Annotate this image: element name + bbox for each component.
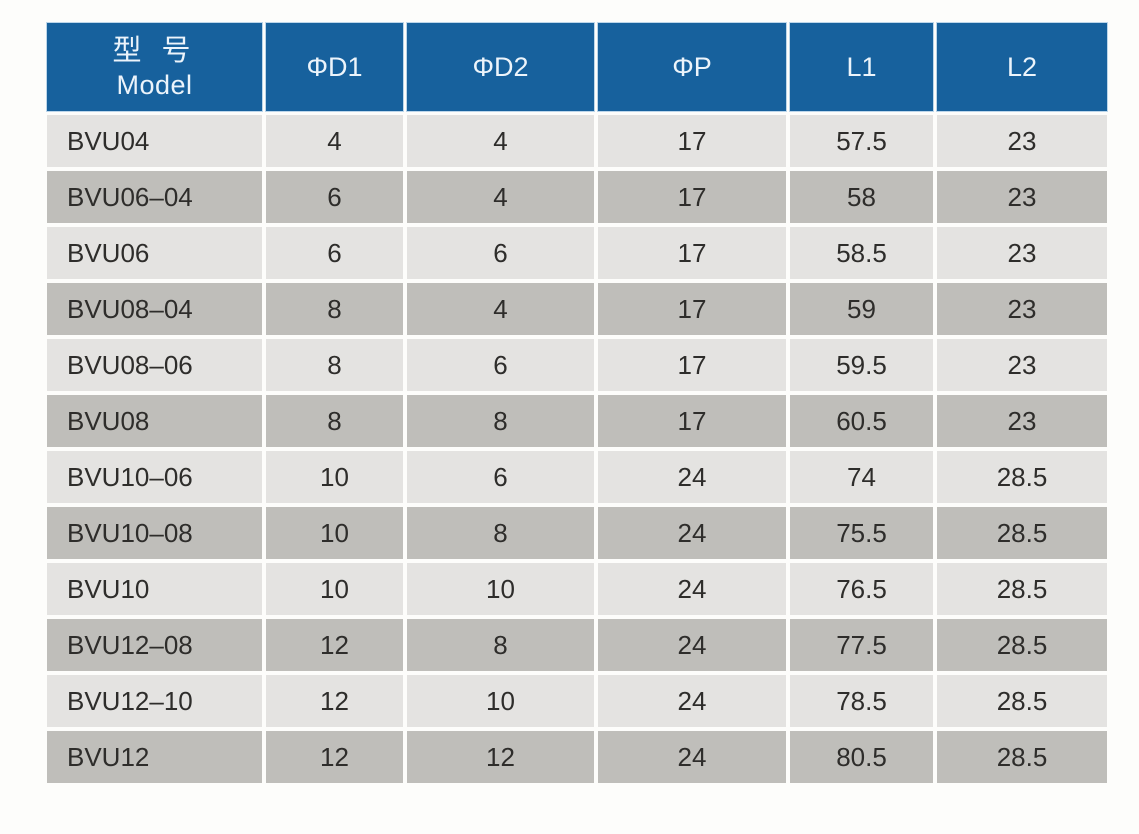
cell-d2: 6 (407, 227, 594, 279)
cell-p: 17 (598, 283, 786, 335)
table-row: BVU04 4 4 17 57.5 23 (47, 115, 1107, 167)
cell-p: 17 (598, 115, 786, 167)
cell-p: 24 (598, 731, 786, 783)
cell-l1: 75.5 (790, 507, 933, 559)
cell-d1: 12 (266, 675, 403, 727)
table-row: BVU06–04 6 4 17 58 23 (47, 171, 1107, 223)
table-row: BVU08–04 8 4 17 59 23 (47, 283, 1107, 335)
cell-l1: 58.5 (790, 227, 933, 279)
cell-d2: 12 (407, 731, 594, 783)
header-cell-p: ΦP (598, 23, 786, 111)
cell-l2: 23 (937, 339, 1107, 391)
cell-model: BVU12–08 (47, 619, 262, 671)
cell-model: BVU12–10 (47, 675, 262, 727)
cell-d2: 10 (407, 675, 594, 727)
cell-d1: 6 (266, 227, 403, 279)
cell-d1: 8 (266, 395, 403, 447)
cell-l1: 74 (790, 451, 933, 503)
cell-l1: 59 (790, 283, 933, 335)
cell-l1: 80.5 (790, 731, 933, 783)
cell-l1: 59.5 (790, 339, 933, 391)
cell-model: BVU08–04 (47, 283, 262, 335)
cell-l2: 23 (937, 227, 1107, 279)
cell-l2: 23 (937, 395, 1107, 447)
cell-p: 24 (598, 451, 786, 503)
cell-l2: 23 (937, 283, 1107, 335)
cell-d1: 12 (266, 619, 403, 671)
cell-model: BVU08–06 (47, 339, 262, 391)
cell-d2: 4 (407, 283, 594, 335)
table-header: 型 号 Model ΦD1 ΦD2 ΦP L1 L2 (47, 23, 1107, 111)
cell-model: BVU12 (47, 731, 262, 783)
table-row: BVU12 12 12 24 80.5 28.5 (47, 731, 1107, 783)
cell-l1: 76.5 (790, 563, 933, 615)
cell-d2: 4 (407, 115, 594, 167)
cell-d1: 10 (266, 451, 403, 503)
header-cell-d1: ΦD1 (266, 23, 403, 111)
header-row: 型 号 Model ΦD1 ΦD2 ΦP L1 L2 (47, 23, 1107, 111)
cell-model: BVU04 (47, 115, 262, 167)
table-row: BVU08 8 8 17 60.5 23 (47, 395, 1107, 447)
cell-l1: 78.5 (790, 675, 933, 727)
table-row: BVU06 6 6 17 58.5 23 (47, 227, 1107, 279)
cell-model: BVU10–06 (47, 451, 262, 503)
cell-d1: 4 (266, 115, 403, 167)
cell-model: BVU06–04 (47, 171, 262, 223)
table-row: BVU12–10 12 10 24 78.5 28.5 (47, 675, 1107, 727)
cell-p: 24 (598, 563, 786, 615)
header-cell-model: 型 号 Model (47, 23, 262, 111)
cell-d1: 12 (266, 731, 403, 783)
table-row: BVU12–08 12 8 24 77.5 28.5 (47, 619, 1107, 671)
cell-l2: 28.5 (937, 619, 1107, 671)
cell-model: BVU10–08 (47, 507, 262, 559)
cell-l2: 23 (937, 115, 1107, 167)
cell-d2: 10 (407, 563, 594, 615)
cell-l2: 28.5 (937, 563, 1107, 615)
cell-l2: 23 (937, 171, 1107, 223)
model-spec-table: 型 号 Model ΦD1 ΦD2 ΦP L1 L2 BVU04 4 4 17 57.5… (43, 19, 1111, 787)
table-row: BVU10–08 10 8 24 75.5 28.5 (47, 507, 1107, 559)
header-model-zh: 型 号 (112, 34, 197, 67)
header-model-en: Model (116, 69, 193, 100)
cell-d2: 4 (407, 171, 594, 223)
table-row: BVU10 10 10 24 76.5 28.5 (47, 563, 1107, 615)
cell-p: 24 (598, 507, 786, 559)
cell-l1: 58 (790, 171, 933, 223)
cell-d2: 8 (407, 395, 594, 447)
cell-l1: 57.5 (790, 115, 933, 167)
cell-model: BVU06 (47, 227, 262, 279)
cell-l2: 28.5 (937, 507, 1107, 559)
cell-d2: 8 (407, 507, 594, 559)
cell-d1: 8 (266, 339, 403, 391)
cell-p: 24 (598, 619, 786, 671)
cell-l2: 28.5 (937, 731, 1107, 783)
header-cell-l2: L2 (937, 23, 1107, 111)
cell-l2: 28.5 (937, 451, 1107, 503)
cell-l2: 28.5 (937, 675, 1107, 727)
cell-d1: 10 (266, 507, 403, 559)
cell-p: 24 (598, 675, 786, 727)
cell-d1: 10 (266, 563, 403, 615)
table-body: BVU04 4 4 17 57.5 23 BVU06–04 6 4 17 58 23 BVU06 6 6 17… (47, 115, 1107, 783)
cell-p: 17 (598, 339, 786, 391)
cell-d1: 8 (266, 283, 403, 335)
cell-d2: 6 (407, 451, 594, 503)
cell-d1: 6 (266, 171, 403, 223)
cell-p: 17 (598, 395, 786, 447)
table-row: BVU08–06 8 6 17 59.5 23 (47, 339, 1107, 391)
cell-model: BVU10 (47, 563, 262, 615)
header-cell-d2: ΦD2 (407, 23, 594, 111)
cell-p: 17 (598, 227, 786, 279)
cell-d2: 6 (407, 339, 594, 391)
cell-model: BVU08 (47, 395, 262, 447)
table-row: BVU10–06 10 6 24 74 28.5 (47, 451, 1107, 503)
cell-l1: 60.5 (790, 395, 933, 447)
cell-l1: 77.5 (790, 619, 933, 671)
cell-d2: 8 (407, 619, 594, 671)
header-cell-l1: L1 (790, 23, 933, 111)
cell-p: 17 (598, 171, 786, 223)
